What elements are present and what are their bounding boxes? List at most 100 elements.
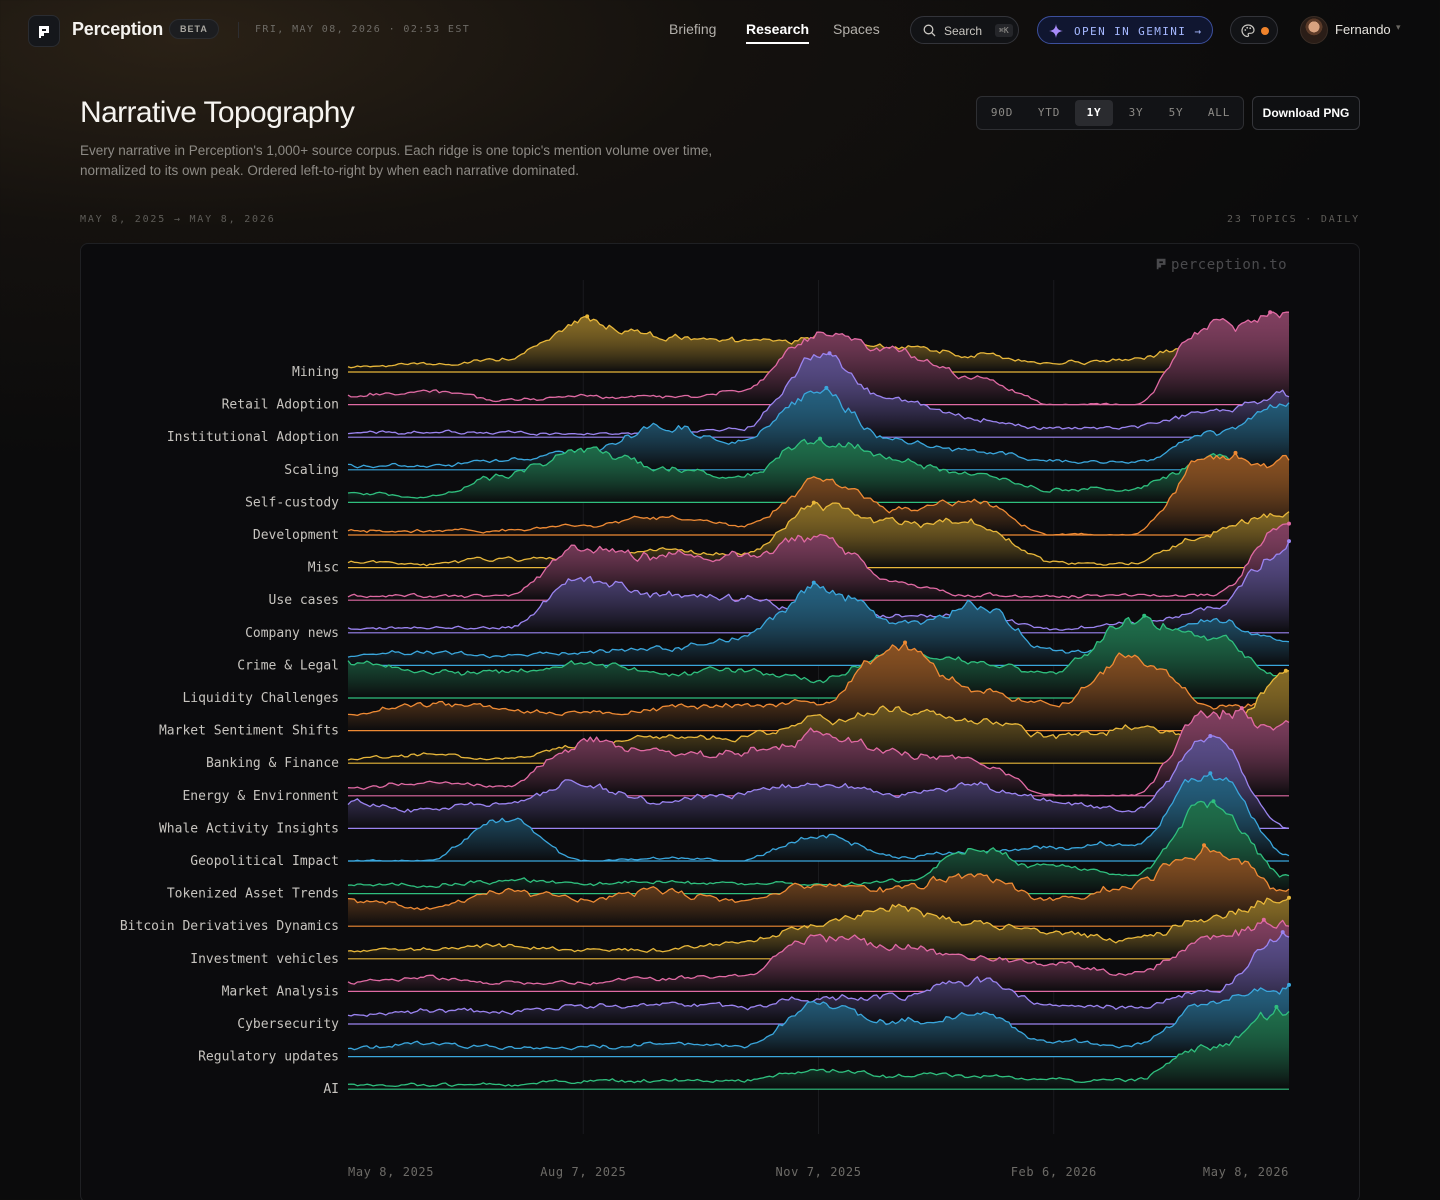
nav-briefing[interactable]: Briefing bbox=[669, 21, 717, 37]
ridge-area bbox=[348, 984, 1289, 1057]
topic-label: Institutional Adoption bbox=[167, 430, 339, 445]
peak-marker bbox=[818, 436, 823, 441]
peak-marker bbox=[811, 500, 816, 505]
topic-label: Liquidity Challenges bbox=[182, 691, 339, 706]
peak-marker bbox=[1283, 668, 1288, 673]
topic-label: Mining bbox=[292, 365, 339, 380]
ridge-area bbox=[348, 1006, 1289, 1090]
search-icon bbox=[923, 24, 936, 37]
page-subtitle: Every narrative in Perception's 1,000+ s… bbox=[80, 143, 713, 178]
ridge-line bbox=[347, 670, 1289, 761]
user-name[interactable]: Fernando bbox=[1335, 22, 1391, 37]
ridge-line bbox=[347, 501, 1290, 567]
download-png-button[interactable]: Download PNG bbox=[1252, 96, 1360, 130]
ridge-area bbox=[348, 615, 1289, 698]
peak-marker bbox=[1287, 521, 1291, 526]
peak-marker bbox=[1211, 799, 1216, 804]
peak-marker bbox=[1268, 310, 1273, 315]
ridge-market-analysis[interactable] bbox=[347, 917, 1290, 993]
ridge-regulatory-updates[interactable] bbox=[347, 982, 1291, 1058]
x-tick-label: Nov 7, 2025 bbox=[775, 1165, 861, 1179]
ridgeline-chart[interactable]: May 8, 2025 Aug 7, 2025 Nov 7, 2025 Feb 6, … bbox=[81, 244, 1360, 1200]
peak-marker bbox=[1287, 982, 1291, 987]
nav-research[interactable]: Research bbox=[746, 21, 810, 44]
top-bar: Perception BETA FRI, MAY 08, 2026 · 02:5… bbox=[0, 0, 1440, 60]
divider bbox=[238, 22, 239, 38]
ridge-area bbox=[348, 670, 1289, 764]
user-avatar[interactable] bbox=[1300, 16, 1328, 44]
ridge-investment-vehicles[interactable] bbox=[347, 895, 1291, 960]
topic-label: Use cases bbox=[269, 593, 339, 608]
peak-marker bbox=[1239, 706, 1244, 711]
peak-marker bbox=[1208, 734, 1213, 738]
ridge-line bbox=[347, 387, 1290, 469]
topic-label: Market Analysis bbox=[222, 984, 339, 999]
brand-name[interactable]: Perception bbox=[72, 19, 164, 39]
topic-label: Scaling bbox=[284, 463, 339, 478]
ridge-liquidity-challenges[interactable] bbox=[347, 613, 1290, 699]
page-title: Narrative Topography bbox=[80, 96, 355, 129]
search-label: Search bbox=[944, 24, 983, 38]
x-tick-label: Feb 6, 2026 bbox=[1011, 1165, 1097, 1179]
topic-label: Development bbox=[253, 528, 339, 543]
topic-label: Bitcoin Derivatives Dynamics bbox=[120, 919, 339, 934]
ridge-self-custody[interactable] bbox=[347, 436, 1290, 503]
peak-marker bbox=[1274, 1004, 1279, 1009]
topic-label: Energy & Environment bbox=[182, 789, 339, 804]
ridge-area bbox=[348, 897, 1289, 959]
range-5y[interactable]: 5Y bbox=[1168, 106, 1184, 119]
ridge-line bbox=[347, 735, 1290, 829]
search-shortcut: ⌘K bbox=[995, 24, 1013, 37]
topic-label: Crime & Legal bbox=[237, 658, 339, 673]
ridge-line bbox=[347, 984, 1290, 1051]
peak-marker bbox=[1280, 930, 1285, 935]
theme-toggle[interactable] bbox=[1230, 16, 1278, 44]
topic-label: Whale Activity Insights bbox=[159, 821, 339, 836]
range-1y[interactable]: 1Y bbox=[1075, 100, 1113, 126]
ridge-area bbox=[348, 438, 1289, 503]
chevron-down-icon[interactable]: ▾ bbox=[1396, 22, 1401, 32]
ridge-area bbox=[348, 452, 1289, 535]
ridge-ai[interactable] bbox=[347, 1004, 1290, 1090]
topic-label: Market Sentiment Shifts bbox=[159, 724, 339, 739]
x-tick-label: Aug 7, 2025 bbox=[540, 1165, 626, 1179]
palette-icon bbox=[1241, 24, 1255, 38]
ridge-area bbox=[348, 541, 1289, 633]
ridge-line bbox=[348, 772, 1290, 862]
ridge-line bbox=[347, 897, 1290, 953]
range-ytd[interactable]: YTD bbox=[1037, 106, 1061, 119]
brand-logo-icon bbox=[1156, 258, 1166, 270]
topics-meta: 23 TOPICS · DAILY bbox=[1227, 214, 1360, 225]
peak-marker bbox=[1233, 450, 1238, 455]
ridge-line bbox=[347, 522, 1290, 599]
ridge-area bbox=[348, 736, 1289, 829]
search-button[interactable]: Search ⌘K bbox=[910, 16, 1019, 44]
current-datetime: FRI, MAY 08, 2026 · 02:53 EST bbox=[255, 24, 471, 35]
topic-label: Retail Adoption bbox=[222, 398, 339, 413]
peak-marker bbox=[827, 351, 832, 356]
nav-spaces[interactable]: Spaces bbox=[833, 21, 880, 37]
topic-label: Self-custody bbox=[245, 495, 339, 510]
topic-label: AI bbox=[323, 1082, 339, 1097]
topic-label: Regulatory updates bbox=[198, 1050, 339, 1065]
topic-label: Investment vehicles bbox=[190, 952, 339, 967]
range-90d[interactable]: 90D bbox=[990, 106, 1014, 119]
x-tick-label: May 8, 2025 bbox=[348, 1165, 434, 1179]
open-in-gemini-button[interactable]: OPEN IN GEMINI → bbox=[1037, 16, 1213, 44]
peak-marker bbox=[824, 385, 829, 390]
range-all[interactable]: ALL bbox=[1207, 106, 1231, 119]
ridgeline-chart-card: May 8, 2025 Aug 7, 2025 Nov 7, 2025 Feb 6, … bbox=[80, 243, 1360, 1200]
brand-logo-icon[interactable] bbox=[28, 15, 60, 47]
ridge-area bbox=[348, 642, 1289, 731]
range-3y[interactable]: 3Y bbox=[1128, 106, 1144, 119]
gemini-label: OPEN IN GEMINI → bbox=[1074, 25, 1203, 38]
topic-label: Banking & Finance bbox=[206, 756, 339, 771]
sparkle-icon bbox=[1049, 24, 1063, 38]
date-span: MAY 8, 2025 → MAY 8, 2026 bbox=[80, 214, 276, 225]
topic-label: Company news bbox=[245, 626, 339, 641]
topic-label: Cybersecurity bbox=[237, 1017, 339, 1032]
topic-label: Tokenized Asset Trends bbox=[167, 887, 339, 902]
ridge-line bbox=[347, 931, 1290, 1017]
topic-label: Misc bbox=[308, 561, 339, 576]
ridge-line bbox=[347, 1006, 1290, 1088]
